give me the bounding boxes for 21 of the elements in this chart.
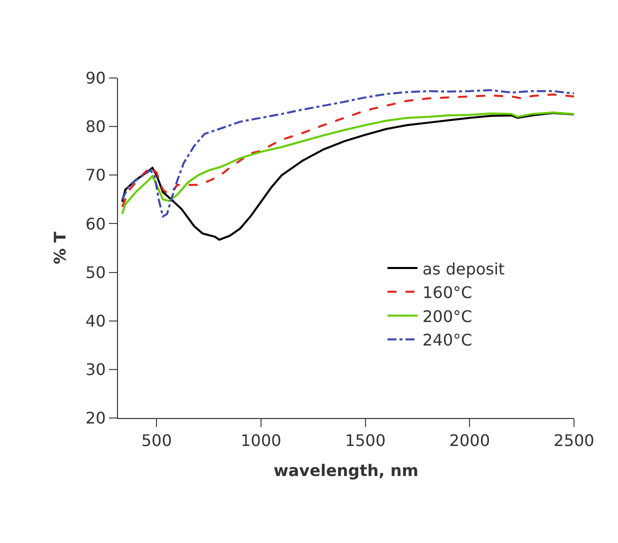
x-tick-label: 2500 — [554, 431, 594, 450]
y-tick-label: 60 — [85, 214, 106, 234]
x-tick-label: 2000 — [449, 431, 490, 450]
y-tick-label: 30 — [85, 360, 106, 380]
y-tick-label: 40 — [85, 311, 106, 330]
x-tick-label: 1500 — [344, 431, 386, 450]
line-series — [121, 112, 574, 241]
x-axis-title: wavelength, nm — [274, 460, 418, 480]
y-tick-label: 20 — [85, 408, 106, 428]
x-tick-label: 500 — [141, 431, 172, 450]
line-series — [121, 111, 574, 215]
legend-label: 200°C — [422, 306, 472, 326]
y-tick-label: 90 — [85, 68, 106, 88]
legend-label: as deposit — [422, 259, 505, 278]
legend-label: 160°C — [422, 283, 472, 302]
legend-label: 240°C — [422, 330, 472, 350]
y-tick-label: 70 — [85, 166, 106, 185]
x-tick-label: 1000 — [240, 431, 282, 450]
y-tick-label: 80 — [85, 117, 106, 136]
y-tick-label: 50 — [85, 262, 106, 282]
y-axis-title: % T — [50, 232, 70, 264]
